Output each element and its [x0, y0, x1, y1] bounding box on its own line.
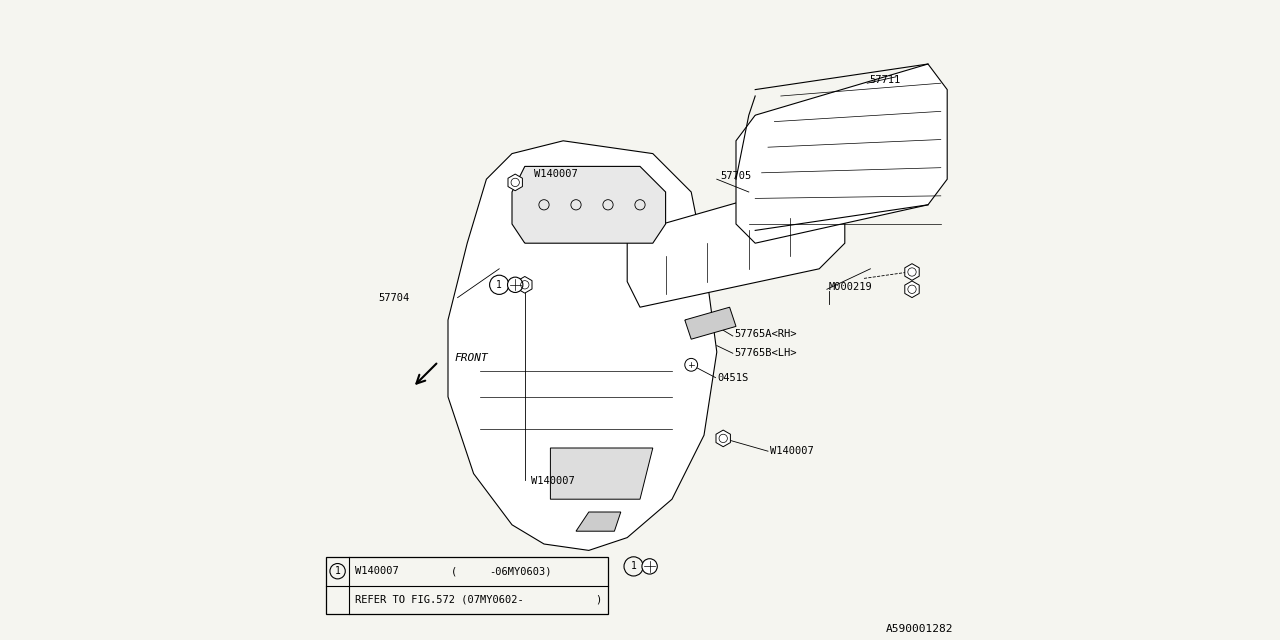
Text: (: ( — [452, 566, 457, 576]
Polygon shape — [508, 174, 522, 191]
Text: A590001282: A590001282 — [886, 623, 954, 634]
Text: ): ) — [595, 595, 602, 605]
Text: W140007: W140007 — [771, 446, 814, 456]
PathPatch shape — [448, 141, 717, 550]
Text: 57765B<LH>: 57765B<LH> — [735, 348, 797, 358]
Circle shape — [685, 358, 698, 371]
Text: 0451S: 0451S — [718, 372, 749, 383]
Bar — [326, 557, 608, 614]
Circle shape — [508, 277, 524, 292]
Text: W140007: W140007 — [531, 476, 575, 486]
Text: M000219: M000219 — [829, 282, 873, 292]
PathPatch shape — [685, 307, 736, 339]
Text: 1: 1 — [334, 566, 340, 576]
Text: FRONT: FRONT — [454, 353, 488, 364]
PathPatch shape — [512, 166, 666, 243]
Text: 57704: 57704 — [379, 292, 410, 303]
Text: W140007: W140007 — [535, 169, 579, 179]
Circle shape — [643, 559, 658, 574]
Polygon shape — [905, 264, 919, 280]
Text: 57711: 57711 — [869, 75, 900, 85]
Text: 1: 1 — [631, 561, 636, 572]
PathPatch shape — [627, 179, 845, 307]
Text: 1: 1 — [497, 280, 502, 290]
Polygon shape — [905, 281, 919, 298]
Text: REFER TO FIG.572 (07MY0602-: REFER TO FIG.572 (07MY0602- — [356, 595, 524, 605]
Polygon shape — [517, 276, 532, 293]
PathPatch shape — [736, 64, 947, 243]
Polygon shape — [716, 430, 731, 447]
Text: 57765A<RH>: 57765A<RH> — [735, 329, 797, 339]
Text: -06MY0603): -06MY0603) — [490, 566, 552, 576]
PathPatch shape — [550, 448, 653, 499]
PathPatch shape — [576, 512, 621, 531]
Text: 57705: 57705 — [719, 171, 751, 181]
Text: W140007: W140007 — [356, 566, 399, 576]
